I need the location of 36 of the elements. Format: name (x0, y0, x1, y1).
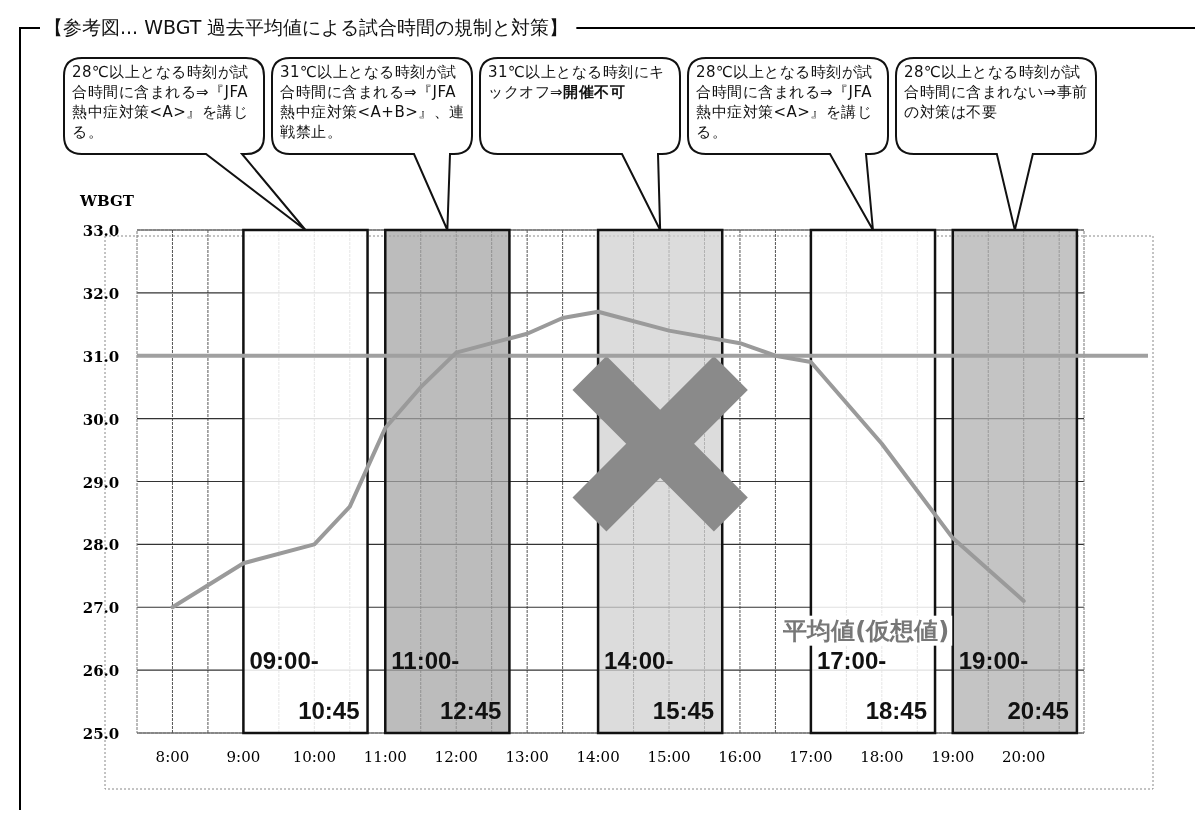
y-tick-label: 30.0 (82, 410, 120, 429)
chart-title: 【参考図... WBGT 過去平均値による試合時間の規制と対策】 (44, 16, 569, 38)
callout: 31℃以上となる時刻にキックオフ⇒開催不可 (479, 57, 681, 231)
y-tick-label: 31.0 (82, 347, 120, 366)
band: 09:00-10:45 (242, 228, 369, 735)
band: 19:00-20:45 (951, 228, 1079, 735)
y-tick-label: 33.0 (82, 222, 120, 240)
y-tick-label: 32.0 (82, 284, 120, 303)
callout: 28℃以上となる時刻が試合時間に含まれない⇒事前の対策は不要 (895, 57, 1097, 231)
x-tick-label: 16:00 (718, 748, 762, 766)
band-label: 09:00-10:45 (249, 647, 360, 724)
y-tick-label: 29.0 (82, 473, 120, 492)
band-label: 14:00-15:45 (604, 647, 715, 724)
x-tick-label: 17:00 (789, 748, 833, 766)
x-tick-label: 12:00 (434, 748, 478, 766)
callout: 31℃以上となる時刻が試合時間に含まれる⇒『JFA 熱中症対策<A+B>』、連戦禁止。 (271, 57, 473, 231)
x-tick-label: 14:00 (576, 748, 620, 766)
x-tick-label: 18:00 (860, 748, 904, 766)
y-axis-title: WBGT (79, 192, 135, 210)
x-tick-label: 11:00 (363, 748, 407, 766)
y-tick-label: 27.0 (82, 599, 120, 618)
x-tick-label: 9:00 (226, 748, 261, 766)
x-tick-label: 13:00 (505, 748, 549, 766)
band-label: 17:00-18:45 (816, 647, 928, 724)
x-tick-label: 8:00 (155, 748, 190, 766)
band-label: 19:00-20:45 (958, 647, 1069, 724)
x-tick-label: 20:00 (1002, 748, 1046, 766)
band: 11:00-12:45 (384, 228, 511, 735)
y-tick-label: 25.0 (82, 725, 120, 743)
y-tick-label: 28.0 (82, 536, 120, 555)
x-tick-label: 19:00 (931, 748, 975, 766)
x-tick-label: 15:00 (647, 748, 691, 766)
band-label: 11:00-12:45 (391, 647, 502, 724)
y-tick-label: 26.0 (82, 662, 120, 681)
callout: 28℃以上となる時刻が試合時間に含まれる⇒『JFA 熱中症対策<A>』を講じる。 (687, 57, 889, 231)
x-tick-label: 10:00 (292, 748, 336, 766)
